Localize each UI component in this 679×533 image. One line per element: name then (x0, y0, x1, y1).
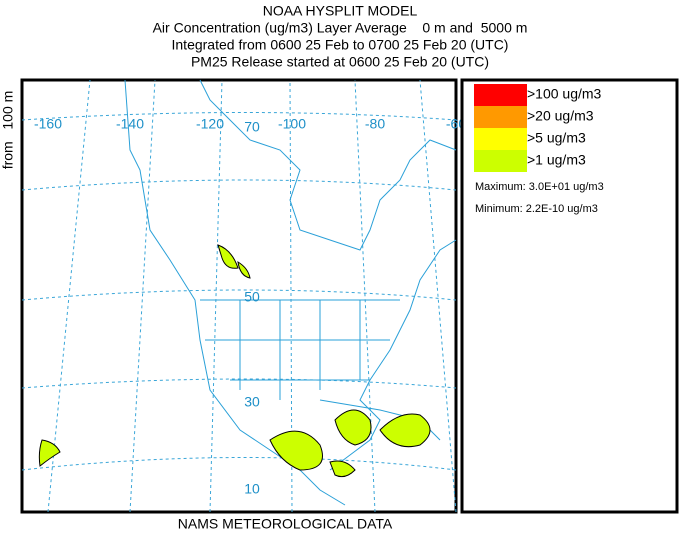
lat-labels: 70 50 30 10 (244, 119, 260, 497)
legend-swatch (474, 128, 527, 150)
lon-label: -80 (365, 116, 385, 132)
subtitle: PM25 Release started at 0600 25 Feb 20 (… (191, 54, 489, 70)
map-frame (20, 78, 458, 514)
graticule (21, 112, 457, 471)
legend-swatch (474, 84, 527, 106)
legend-label: >20 ug/m3 (527, 108, 594, 124)
legend-label: >5 ug/m3 (527, 130, 586, 146)
side-label: from 100 m (0, 91, 16, 170)
lon-label: -120 (196, 116, 224, 132)
subtitle: Air Concentration (ug/m3) Layer Average … (153, 20, 528, 36)
legend: >100 ug/m3 >20 ug/m3 >5 ug/m3 >1 ug/m3 Maxi… (460, 78, 679, 514)
maximum: Maximum: 3.0E+01 ug/m3 (475, 181, 604, 193)
lon-label: -140 (116, 116, 144, 132)
legend-label: >1 ug/m3 (527, 152, 586, 168)
lat-label: 50 (244, 289, 260, 305)
footer: NAMS METEOROLOGICAL DATA (178, 516, 393, 532)
minimum: Minimum: 2.2E-10 ug/m3 (475, 203, 598, 215)
legend-swatch (474, 150, 527, 172)
plume (38, 244, 251, 467)
lat-label: 70 (244, 119, 260, 135)
lat-label: 30 (244, 394, 260, 410)
borders (200, 299, 441, 441)
title: NOAA HYSPLIT MODEL (263, 3, 418, 19)
lon-label: -160 (34, 116, 62, 132)
plume (269, 409, 431, 478)
legend-entries: >100 ug/m3 >20 ug/m3 >5 ug/m3 >1 ug/m3 (474, 84, 602, 172)
graticule (47, 79, 457, 513)
subtitle: Integrated from 0600 25 Feb to 0700 25 F… (172, 37, 509, 53)
lon-labels: -160 -140 -120 -100 -80 -60 (34, 116, 466, 132)
lat-label: 10 (244, 481, 260, 497)
lon-label: -100 (278, 116, 306, 132)
legend-label: >100 ug/m3 (527, 86, 602, 102)
legend-swatch (474, 106, 527, 128)
